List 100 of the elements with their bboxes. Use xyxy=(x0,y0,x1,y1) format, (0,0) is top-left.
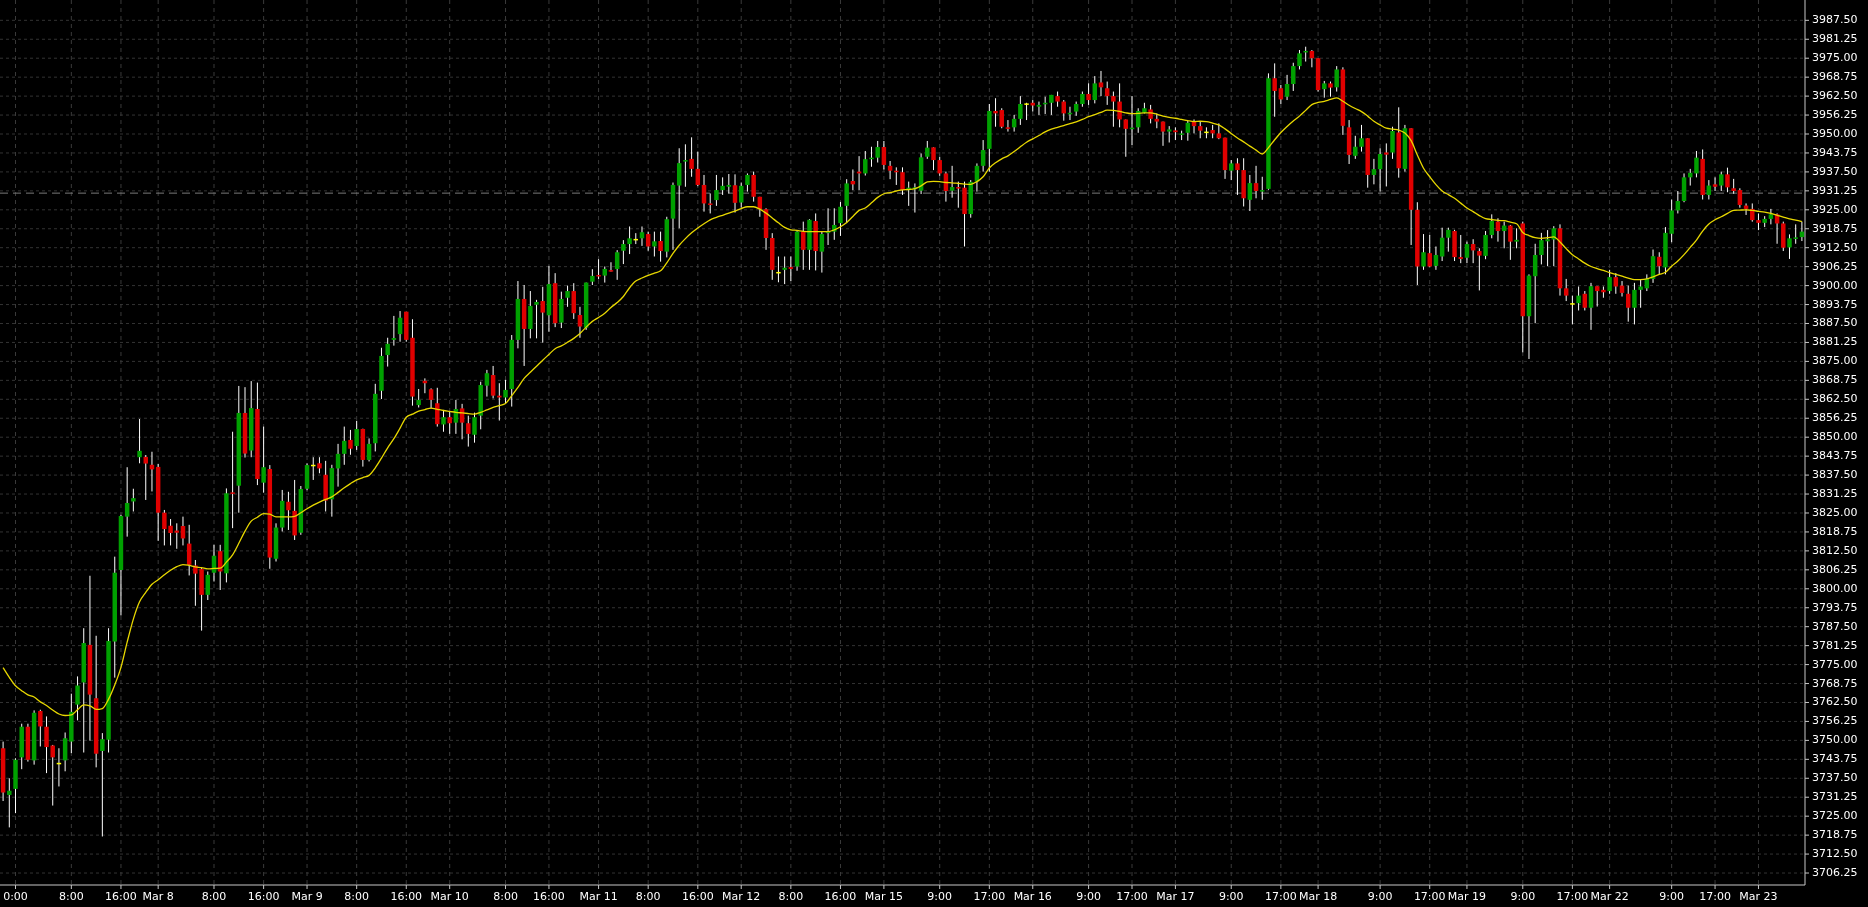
x-tick-label: Mar 15 xyxy=(864,890,904,903)
candlestick xyxy=(447,411,452,435)
candlestick xyxy=(596,258,601,280)
x-tick-label: Mar 10 xyxy=(430,890,469,903)
x-tick-label: Mar 22 xyxy=(1590,890,1629,903)
candlestick xyxy=(931,146,936,171)
candlestick xyxy=(1421,233,1426,271)
candlestick xyxy=(1446,227,1451,253)
candlestick xyxy=(1582,290,1588,311)
x-tick-label: 9:00 xyxy=(1659,890,1684,903)
candlestick xyxy=(131,488,136,512)
candlestick xyxy=(1117,82,1122,128)
candlestick xyxy=(1719,171,1724,192)
candlestick xyxy=(937,156,942,177)
candlestick xyxy=(788,256,794,282)
candlestick xyxy=(819,231,825,274)
y-tick-label: 3881.25 xyxy=(1812,335,1858,349)
candlestick xyxy=(416,388,421,408)
y-tick-label: 3812.50 xyxy=(1812,543,1858,557)
candlestick xyxy=(286,491,291,531)
candlestick xyxy=(683,143,688,188)
x-tick-label: 9:00 xyxy=(1510,890,1536,903)
x-tick-label: 16:00 xyxy=(105,890,137,903)
candlestick xyxy=(732,173,738,214)
y-tick-label: 3725.00 xyxy=(1812,809,1858,823)
x-tick-label: Mar 16 xyxy=(1013,890,1052,903)
candlestick xyxy=(1576,286,1581,311)
y-tick-label: 3806.25 xyxy=(1812,562,1858,576)
candlestick xyxy=(745,172,750,193)
candlestick xyxy=(1297,49,1302,70)
candlestick xyxy=(342,426,347,466)
candlestick xyxy=(832,207,837,241)
x-tick-label: 8:00 xyxy=(58,890,84,903)
candlestick xyxy=(1625,285,1631,323)
candlestick xyxy=(714,174,719,207)
candlestick xyxy=(1036,101,1042,116)
candlestick xyxy=(844,178,849,224)
candlestick xyxy=(1514,227,1519,249)
candlestick xyxy=(676,147,682,229)
y-tick-label: 3943.75 xyxy=(1812,145,1858,159)
candlestick xyxy=(143,454,148,501)
x-tick-label: 8:00 xyxy=(493,890,518,903)
candlestick xyxy=(1563,278,1569,302)
candlestick xyxy=(7,777,12,828)
candlestick xyxy=(1272,62,1277,118)
candlestick xyxy=(1123,118,1129,158)
candlestick xyxy=(1018,95,1023,126)
candlestick xyxy=(472,412,477,444)
candlestick xyxy=(230,431,235,529)
y-tick-label: 3925.00 xyxy=(1812,202,1858,216)
candlestick xyxy=(751,171,756,203)
x-tick-label: 16:00 xyxy=(390,890,423,903)
candlestick xyxy=(1098,70,1104,97)
y-tick-label: 3887.50 xyxy=(1812,316,1858,330)
candlestick xyxy=(441,409,446,433)
candlestick xyxy=(1247,174,1253,212)
y-tick-label: 3937.50 xyxy=(1812,164,1858,178)
candlestick xyxy=(490,365,496,399)
x-tick-label: 16:00 xyxy=(681,890,714,903)
y-tick-label: 3837.50 xyxy=(1812,468,1858,482)
y-tick-label: 3800.00 xyxy=(1812,581,1858,595)
candlestick xyxy=(1570,295,1575,325)
y-tick-label: 3706.25 xyxy=(1812,866,1858,880)
y-tick-label: 3918.75 xyxy=(1812,221,1858,235)
x-tick-label: 8:00 xyxy=(344,890,370,903)
line-series xyxy=(2,97,1803,717)
candlestick xyxy=(658,231,663,263)
candlestick xyxy=(428,387,434,409)
x-tick-label: 16:00 xyxy=(247,890,280,903)
candlestick xyxy=(137,418,142,464)
y-tick-label: 3825.00 xyxy=(1812,505,1858,519)
y-tick-label: 3712.50 xyxy=(1812,847,1858,861)
x-tick-label: 17:00 xyxy=(1413,890,1446,903)
candlestick xyxy=(391,315,397,347)
x-tick-label: 17:00 xyxy=(1699,890,1731,903)
candlestick xyxy=(1607,269,1612,295)
candlestick xyxy=(75,675,80,721)
candlestick xyxy=(608,261,614,273)
x-tick-label: 9:00 xyxy=(1367,890,1393,903)
candlestick xyxy=(1588,282,1594,331)
y-tick-label: 3912.50 xyxy=(1812,240,1858,254)
candlestick xyxy=(503,379,508,405)
candlestick xyxy=(1291,62,1296,92)
candlestick xyxy=(540,286,545,344)
candlestick xyxy=(689,136,694,178)
candlestick xyxy=(739,182,744,209)
candlestick xyxy=(980,139,986,173)
y-tick-label: 3856.25 xyxy=(1812,411,1858,425)
candlestick xyxy=(435,387,440,428)
y-tick-label: 3737.50 xyxy=(1812,771,1858,785)
candlestick xyxy=(261,426,266,494)
candlestick xyxy=(726,173,732,194)
candlestick xyxy=(1768,208,1774,225)
candlestick xyxy=(1737,187,1743,209)
candlestick xyxy=(577,306,583,339)
y-tick-label: 3743.75 xyxy=(1812,752,1858,766)
candlestick xyxy=(466,415,471,448)
candlestick xyxy=(1508,224,1513,261)
x-tick-label: Mar 18 xyxy=(1298,890,1338,903)
y-tick-label: 3731.25 xyxy=(1812,790,1858,804)
